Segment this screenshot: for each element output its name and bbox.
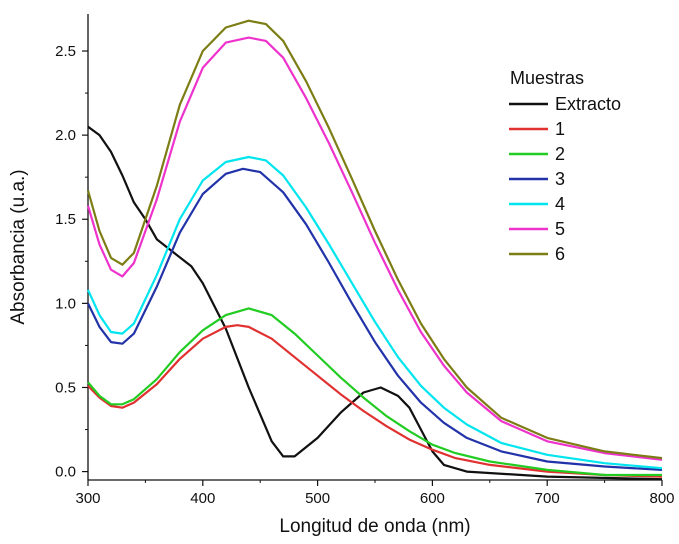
series-line-4 (86, 155, 663, 470)
x-tick-label: 800 (649, 490, 674, 507)
x-tick-label: 500 (305, 490, 330, 507)
y-tick-label: 1.0 (55, 295, 76, 312)
legend-2-label: 2 (555, 144, 565, 164)
legend-items: Extracto 1 2 3 4 5 6 (509, 94, 621, 264)
x-axis-title: Longitud de onda (nm) (279, 516, 470, 537)
legend-5-label: 5 (555, 219, 565, 239)
legend: Muestras Extracto 1 2 3 4 5 6 (509, 68, 621, 264)
legend-3-label: 3 (555, 169, 565, 189)
y-tick-label: 2.0 (55, 127, 76, 144)
y-tick-label: 0.5 (55, 379, 76, 396)
legend-6-label: 6 (555, 244, 565, 264)
series-line-5 (86, 36, 663, 461)
y-tick-label: 1.5 (55, 211, 76, 228)
x-tick-label: 700 (535, 490, 560, 507)
series-line-3 (87, 167, 663, 471)
legend-extracto-label: Extracto (555, 94, 621, 114)
legend-1-label: 1 (555, 119, 565, 139)
legend-4-label: 4 (555, 194, 565, 214)
y-axis-ticks: 0.0 0.5 1.0 1.5 2.0 2.5 (55, 43, 88, 481)
y-tick-label: 0.0 (55, 464, 76, 481)
x-tick-label: 300 (75, 490, 100, 507)
y-axis-title: Absorbancia (u.a.) (8, 169, 29, 324)
y-tick-label: 2.5 (55, 43, 76, 60)
legend-title: Muestras (510, 68, 584, 88)
x-tick-label: 400 (190, 490, 215, 507)
series-line-extracto (87, 125, 663, 481)
series-line-1 (87, 324, 663, 478)
x-axis-ticks: 300 400 500 600 700 800 (75, 480, 675, 507)
series-lines (86, 19, 663, 481)
series-line-2 (87, 307, 662, 477)
series-line-6 (86, 19, 663, 460)
x-tick-label: 600 (420, 490, 445, 507)
